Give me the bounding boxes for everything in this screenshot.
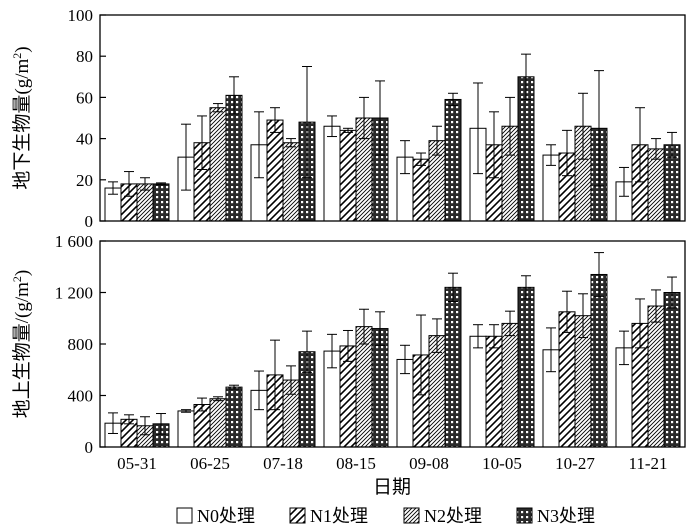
belowground-bar-N2处理-11-21 [647, 148, 665, 222]
aboveground-bar-N3处理-08-15 [371, 328, 389, 448]
aboveground-bar-N3处理-11-21 [663, 292, 681, 448]
aboveground-bar-N2处理-08-15 [355, 326, 373, 448]
y-tick-label: 20 [76, 171, 93, 190]
aboveground-bars [104, 273, 681, 448]
y-tick-label: 60 [76, 88, 93, 107]
y-tick-label: 80 [76, 47, 93, 66]
legend-label: N3处理 [537, 506, 595, 526]
aboveground-bar-N2处理-10-05 [501, 322, 519, 448]
belowground-bar-N1处理-07-18 [266, 119, 284, 222]
aboveground-error-bars [108, 252, 677, 436]
belowground-panel: 0 20 40 60 80 100 地下生物量(g/m2) [10, 6, 686, 231]
legend-label: N2处理 [424, 506, 482, 526]
aboveground-bar-N1处理-10-05 [485, 335, 503, 448]
belowground-error-bars [108, 53, 677, 197]
legend-swatch-N0处理 [176, 507, 193, 524]
belowground-bar-N0处理-08-15 [323, 125, 341, 222]
aboveground-bar-N2处理-06-25 [209, 398, 227, 448]
belowground-bar-N3处理-09-08 [444, 98, 462, 222]
y-tick-label: 100 [68, 6, 94, 25]
x-tick-label: 08-15 [336, 454, 376, 473]
legend: N0处理 N1处理 N2处理 N3处理 [176, 506, 595, 526]
aboveground-bar-N0处理-06-25 [177, 410, 195, 448]
aboveground-bar-N3处理-10-27 [590, 273, 608, 448]
y-tick-label: 800 [68, 335, 94, 354]
x-tick-label: 06-25 [190, 454, 230, 473]
belowground-x-ticks [136, 216, 649, 221]
aboveground-bar-N0处理-10-05 [469, 335, 487, 448]
belowground-bar-N3处理-05-31 [152, 183, 170, 222]
x-axis-title: 日期 [373, 476, 411, 498]
belowground-y-axis: 0 20 40 60 80 100 [68, 6, 106, 231]
aboveground-bar-N3处理-06-25 [225, 386, 243, 448]
belowground-bar-N2处理-07-18 [282, 142, 300, 222]
legend-swatch-N1处理 [289, 507, 306, 524]
x-tick-label: 10-27 [555, 454, 595, 473]
belowground-y-axis-title: 地下生物量(g/m2) [10, 46, 33, 189]
aboveground-panel: 0 400 800 1 200 1 600 05-31 06-25 07-18 08-15 09… [10, 232, 686, 498]
belowground-bars [104, 76, 681, 222]
x-tick-label: 07-18 [263, 454, 303, 473]
y-tick-label: 0 [85, 212, 94, 231]
y-tick-label: 1 200 [55, 284, 93, 303]
belowground-bar-N2处理-06-25 [209, 107, 227, 222]
x-axis: 05-31 06-25 07-18 08-15 09-08 10-05 10-27 11-21 [117, 442, 668, 473]
aboveground-y-axis-title: 地上生物量/(g/m2) [10, 270, 33, 419]
legend-swatch-N3处理 [516, 507, 533, 524]
belowground-bar-N1处理-09-08 [412, 158, 430, 222]
belowground-plot-frame [99, 14, 686, 222]
aboveground-y-axis: 0 400 800 1 200 1 600 [55, 232, 106, 457]
y-tick-label: 0 [85, 438, 94, 457]
legend-swatch-N2处理 [403, 507, 420, 524]
y-tick-label: 1 600 [55, 232, 93, 251]
y-tick-label: 40 [76, 130, 93, 149]
x-tick-label: 09-08 [409, 454, 449, 473]
belowground-bar-N1处理-08-15 [339, 129, 357, 222]
y-tick-label: 400 [68, 387, 94, 406]
x-tick-label: 05-31 [117, 454, 157, 473]
x-tick-label: 10-05 [482, 454, 522, 473]
legend-label: N0处理 [197, 506, 255, 526]
aboveground-bar-N2处理-11-21 [647, 305, 665, 448]
aboveground-bar-N3处理-10-05 [517, 286, 535, 448]
x-tick-label: 11-21 [628, 454, 667, 473]
legend-label: N1处理 [310, 506, 368, 526]
aboveground-bar-N3处理-09-08 [444, 286, 462, 448]
